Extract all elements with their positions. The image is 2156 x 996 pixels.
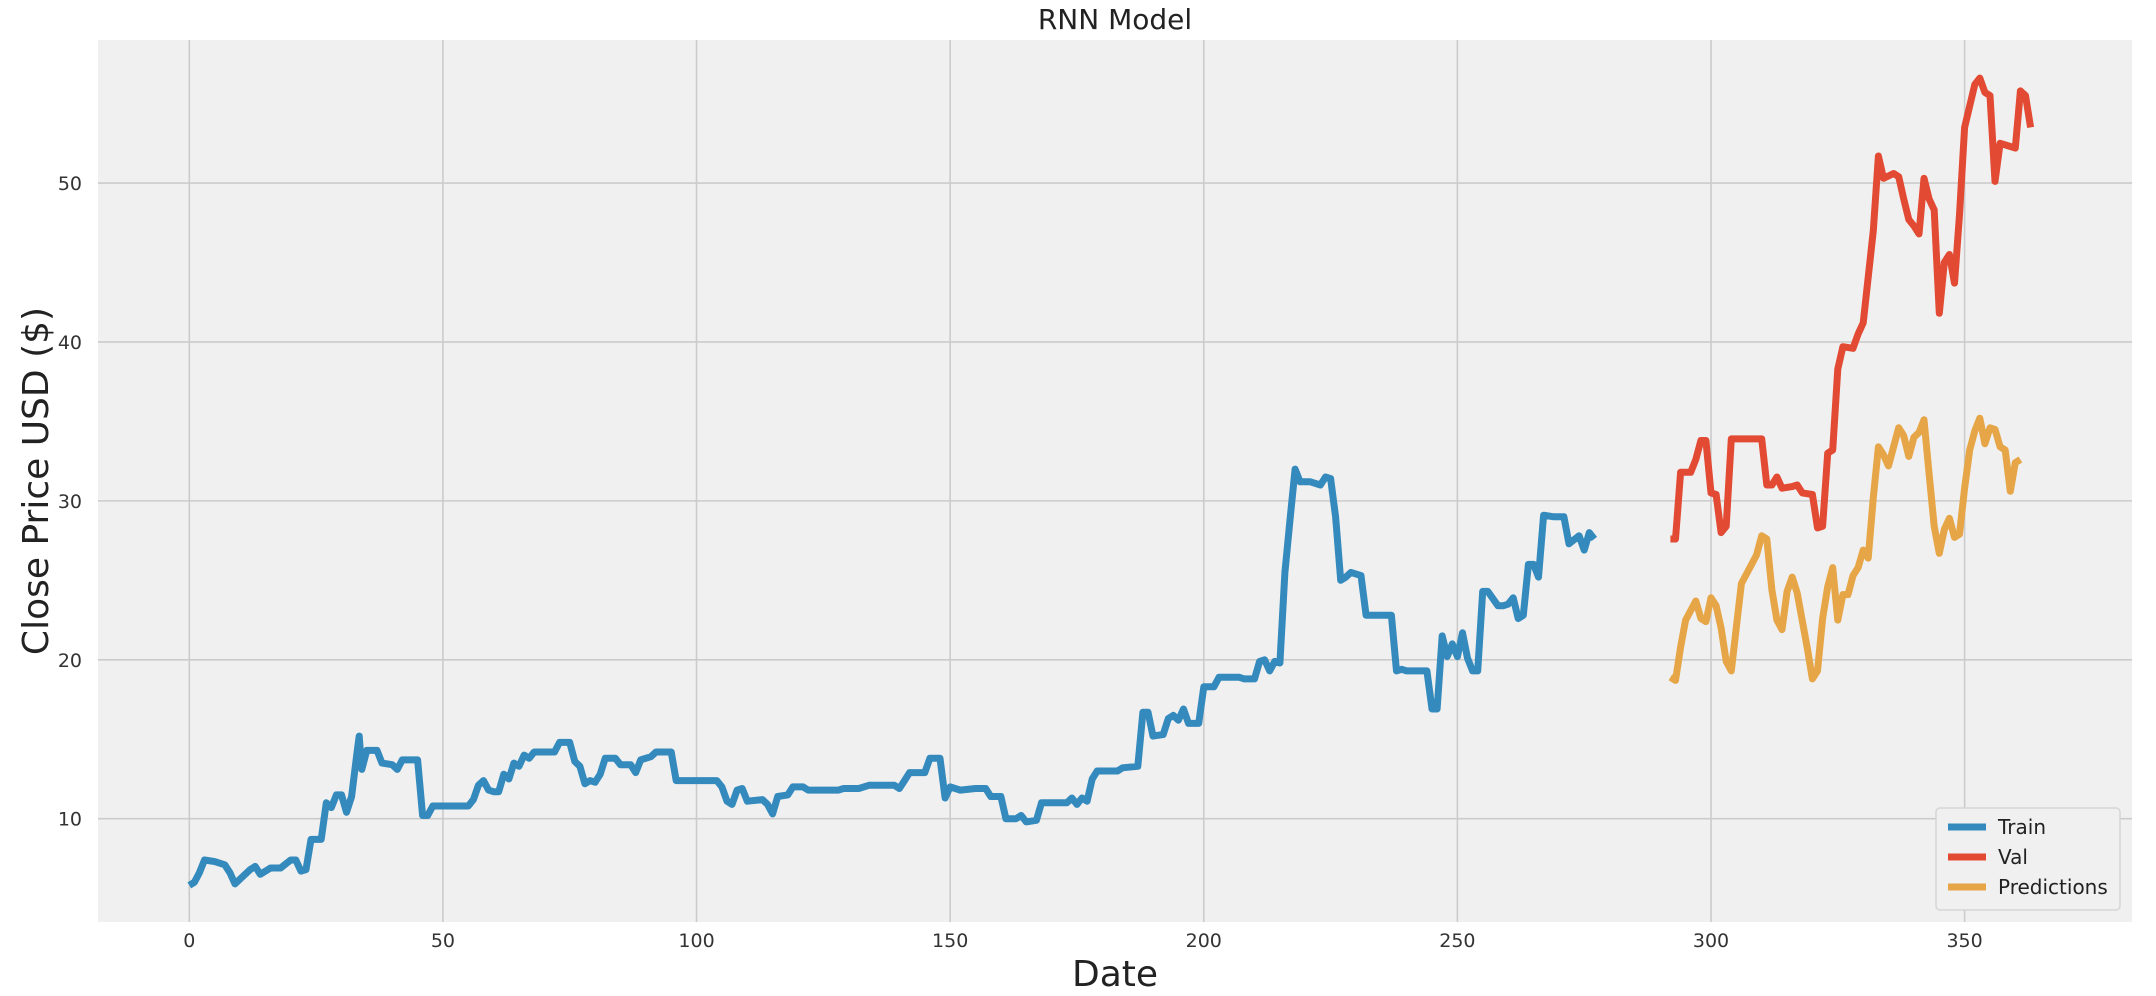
x-tick-label: 300 — [1693, 930, 1729, 952]
legend: Train Val Predictions — [1935, 807, 2121, 911]
y-tick-label: 30 — [58, 491, 82, 513]
series-line-val — [1670, 74, 2035, 543]
y-tick-label: 50 — [58, 173, 82, 195]
x-tick-label: 100 — [678, 930, 714, 952]
series-line-train — [187, 465, 1598, 889]
x-tick-label: 150 — [932, 930, 968, 952]
y-tick-label: 20 — [58, 650, 82, 672]
x-tick-label: 250 — [1439, 930, 1475, 952]
plot-area — [98, 40, 2132, 922]
x-tick-label: 350 — [1946, 930, 1982, 952]
x-axis-label: Date — [1072, 954, 1158, 995]
y-tick-label: 10 — [58, 809, 82, 831]
chart-title: RNN Model — [1038, 3, 1192, 36]
x-tick-label: 200 — [1186, 930, 1222, 952]
legend-label-val: Val — [1998, 845, 2028, 869]
y-tick-label: 40 — [58, 332, 82, 354]
y-tick-labels: 10 20 30 40 50 — [58, 173, 82, 831]
y-axis-label: Close Price USD ($) — [16, 307, 57, 655]
x-tick-labels: 0 50 100 150 200 250 300 350 — [183, 930, 1982, 952]
series-lines — [187, 74, 2035, 889]
legend-label-train: Train — [1997, 815, 2046, 839]
x-tick-label: 50 — [431, 930, 455, 952]
x-tick-label: 0 — [183, 930, 195, 952]
legend-label-predictions: Predictions — [1998, 875, 2108, 899]
series-line-predictions — [1668, 414, 2023, 684]
